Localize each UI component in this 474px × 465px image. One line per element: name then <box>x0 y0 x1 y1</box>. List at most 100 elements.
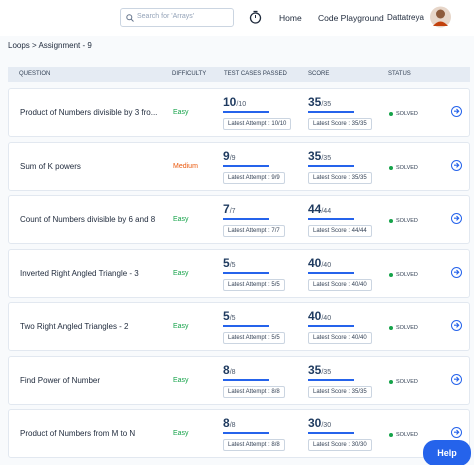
status: SOLVED <box>396 218 418 224</box>
difficulty: Medium <box>173 162 198 170</box>
count-total: /35 <box>321 101 332 108</box>
count-value: 35 <box>308 148 322 163</box>
count: 8/8 <box>223 416 236 430</box>
status: SOLVED <box>396 271 418 278</box>
latest-box: Latest Attempt : 5/5 <box>223 332 285 344</box>
progress-bar <box>308 111 354 113</box>
question-title: Two Right Angled Triangles - 2 <box>20 322 129 331</box>
question-title: Sum of K powers <box>20 161 81 171</box>
question-title: Product of Numbers from M to N <box>20 429 136 438</box>
open-arrow[interactable] <box>451 159 462 171</box>
count-value: 7 <box>223 202 230 216</box>
status: SOLVED <box>396 164 418 171</box>
user-name[interactable]: Dattatreya <box>387 13 424 22</box>
count: 8/8 <box>223 363 236 377</box>
latest-box: Latest Score : 40/40 <box>308 332 372 344</box>
count-total: /30 <box>321 422 332 429</box>
open-arrow[interactable] <box>451 213 462 224</box>
progress-bar <box>308 432 354 434</box>
latest-box: Latest Attempt : 8/8 <box>223 385 285 398</box>
count-value: 10 <box>223 95 237 109</box>
latest-box: Latest Attempt : 8/8 <box>223 439 285 451</box>
progress-bar <box>223 111 269 113</box>
latest-box: Latest Attempt : 10/10 <box>223 118 292 130</box>
question-title: Count of Numbers divisible by 6 and 8 <box>20 215 156 224</box>
count-total: /5 <box>229 315 236 322</box>
count: 30/30 <box>308 416 331 430</box>
search-placeholder: Search for 'Arrays' <box>137 13 195 20</box>
count-total: /10 <box>236 101 247 108</box>
progress-bar <box>223 218 269 220</box>
count-value: 5 <box>223 255 230 270</box>
latest-box: Latest Attempt : 5/5 <box>223 278 285 291</box>
status-dot <box>389 219 393 223</box>
status-dot <box>389 379 393 384</box>
question-row[interactable]: Find Power of Number Easy 8/8 Latest Attemp… <box>8 355 470 405</box>
question-row[interactable]: Count of Numbers divisible by 6 and 8 Eas… <box>8 195 470 244</box>
count: 40/40 <box>308 256 331 270</box>
question-row[interactable]: Product of Numbers from M to N Easy 8/8 Lat… <box>8 409 470 458</box>
count: 5/5 <box>223 256 236 270</box>
nav-link[interactable]: Code Playground <box>318 13 384 23</box>
latest-box: Latest Score : 44/44 <box>308 225 372 237</box>
open-arrow[interactable] <box>451 373 462 385</box>
arrow-icon <box>454 108 460 114</box>
open-arrow[interactable] <box>451 320 462 331</box>
column-header: DIFFICULTY <box>172 71 207 77</box>
count-total: /44 <box>321 208 332 215</box>
latest-box: Latest Score : 35/35 <box>308 171 372 184</box>
question-row[interactable]: Product of Numbers divisible by 3 fro...… <box>8 88 470 137</box>
nav-bar <box>0 0 474 36</box>
count-value: 8 <box>223 416 230 430</box>
progress-bar <box>308 378 354 381</box>
open-arrow[interactable] <box>451 106 462 117</box>
progress-bar <box>308 325 354 327</box>
breadcrumb: Loops > Assignment - 9 <box>8 41 92 50</box>
question-title: Inverted Right Angled Triangle - 3 <box>20 268 139 278</box>
arrow-icon <box>454 215 460 221</box>
avatar[interactable] <box>430 6 451 28</box>
count: 35/35 <box>308 363 331 377</box>
count-total: /9 <box>229 154 236 162</box>
count-total: /40 <box>321 261 332 269</box>
difficulty: Easy <box>173 109 189 116</box>
search-icon <box>126 14 134 22</box>
difficulty: Easy <box>173 323 189 330</box>
open-arrow[interactable] <box>451 427 462 438</box>
count-value: 9 <box>223 148 230 163</box>
count-value: 8 <box>223 362 230 377</box>
count-value: 30 <box>308 416 322 430</box>
progress-bar <box>308 218 354 220</box>
column-header: TEST CASES PASSED <box>224 71 287 77</box>
count-total: /35 <box>321 154 332 162</box>
count-value: 44 <box>308 202 322 216</box>
arrow-icon <box>454 429 460 435</box>
question-row[interactable]: Sum of K powers Medium 9/9 Latest Attempt :… <box>8 141 470 191</box>
status: SOLVED <box>396 325 418 331</box>
question-row[interactable]: Inverted Right Angled Triangle - 3 Easy 5/… <box>8 248 470 298</box>
status: SOLVED <box>396 111 418 117</box>
progress-bar <box>308 271 354 274</box>
progress-bar <box>223 432 269 434</box>
status-dot <box>389 272 393 277</box>
count-total: /40 <box>321 315 332 322</box>
count-total: /35 <box>321 368 332 376</box>
help-button[interactable]: Help <box>423 440 471 465</box>
search-box[interactable]: Search for 'Arrays' <box>120 8 234 27</box>
difficulty: Easy <box>173 216 189 223</box>
count: 35/35 <box>308 95 331 109</box>
latest-box: Latest Attempt : 9/9 <box>223 171 285 184</box>
arrow-icon <box>454 376 460 382</box>
status-dot <box>389 433 393 437</box>
open-arrow[interactable] <box>451 266 462 278</box>
count-value: 35 <box>308 362 322 377</box>
question-row[interactable]: Two Right Angled Triangles - 2 Easy 5/5 Lat… <box>8 302 470 351</box>
count: 35/35 <box>308 149 331 163</box>
difficulty: Easy <box>173 269 189 277</box>
nav-link[interactable]: Home <box>279 13 302 23</box>
status: SOLVED <box>396 378 418 385</box>
timer-icon[interactable] <box>249 10 262 24</box>
column-header: QUESTION <box>19 71 51 77</box>
count-value: 40 <box>308 309 322 323</box>
